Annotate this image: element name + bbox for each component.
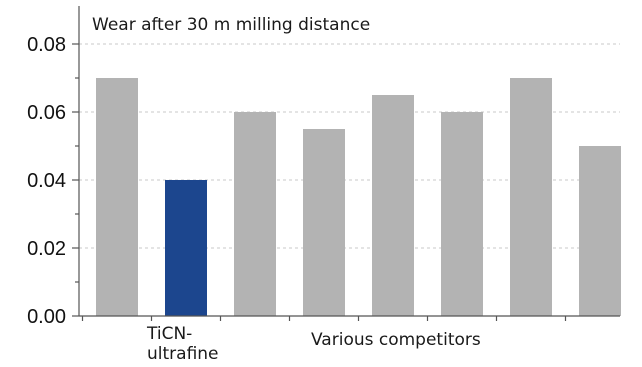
highlight-category-label-line1: TiCN-: [146, 324, 192, 344]
competitors-group-label: Various competitors: [311, 330, 481, 350]
y-tick-label-0: 0.00: [27, 306, 66, 328]
bar-7: [510, 78, 552, 316]
y-tick-label-4: 0.08: [27, 34, 66, 56]
y-tick-label-1: 0.02: [27, 238, 66, 260]
highlight-category-label-line2: ultrafine: [147, 344, 219, 364]
bar-6: [441, 112, 483, 316]
bar-4: [303, 129, 345, 316]
bar-2: [165, 180, 207, 316]
bar-1: [96, 78, 138, 316]
bar-5: [372, 95, 414, 316]
bar-3: [234, 112, 276, 316]
bar-8: [579, 146, 621, 316]
y-tick-label-2: 0.04: [27, 170, 66, 192]
y-tick-labels: 0.00 0.02 0.04 0.06 0.08: [27, 34, 66, 328]
axes: [72, 6, 620, 321]
chart-title: Wear after 30 m milling distance: [92, 15, 370, 35]
y-tick-label-3: 0.06: [27, 102, 66, 124]
bars: [96, 78, 621, 316]
